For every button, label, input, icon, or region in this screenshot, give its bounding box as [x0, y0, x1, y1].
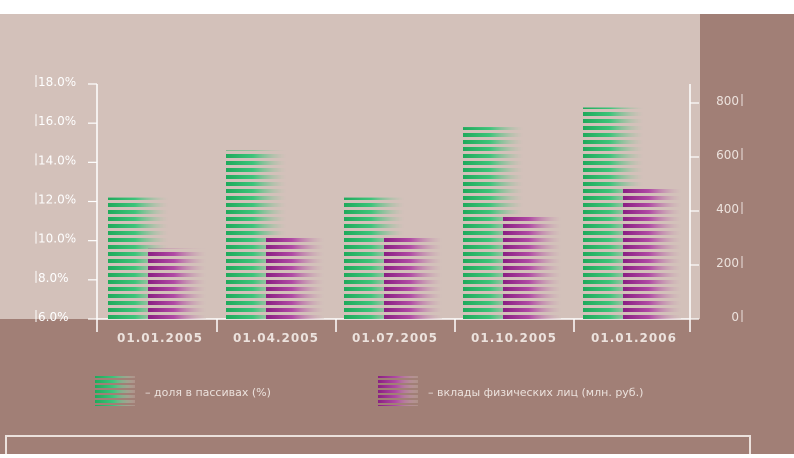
left-axis-ticks: 6.0% 8.0% 10.0% 12.0% 14.0% 16.0% 18.0% — [35, 75, 97, 324]
left-tick-label: 12.0% — [38, 193, 76, 207]
bar-individual-deposits — [623, 188, 681, 319]
legend-swatch-deposits — [378, 376, 418, 406]
bottom-panel-outline — [5, 435, 751, 458]
legend-label-deposits: – вклады физических лиц (млн. руб.) — [428, 386, 643, 399]
x-axis-labels: 01.01.2005 01.04.2005 01.07.2005 01.10.2005… — [96, 319, 691, 345]
left-tick-label: 6.0% — [38, 310, 69, 324]
left-tick-label: 10.0% — [38, 232, 76, 246]
x-tick-label: 01.01.2006 — [591, 331, 677, 345]
right-tick-label: 800 — [716, 94, 739, 108]
right-tick-label: 200 — [716, 256, 739, 270]
left-tick-label: 18.0% — [38, 75, 76, 89]
bar-individual-deposits — [266, 238, 324, 319]
left-tick-label: 16.0% — [38, 114, 76, 128]
bar-individual-deposits — [148, 248, 206, 319]
legend: – доля в пассивах (%) – вклады физических… — [95, 376, 643, 406]
right-axis-ticks: 0 200 400 600 800 — [690, 94, 743, 324]
bar-individual-deposits — [384, 238, 442, 319]
right-tick-label: 0 — [731, 310, 739, 324]
left-tick-label: 8.0% — [38, 271, 69, 285]
left-tick-label: 14.0% — [38, 153, 76, 167]
bars — [108, 107, 681, 319]
x-tick-label: 01.10.2005 — [471, 331, 557, 345]
right-tick-label: 600 — [716, 148, 739, 162]
right-tick-label: 400 — [716, 202, 739, 216]
bar-individual-deposits — [503, 216, 561, 319]
x-tick-label: 01.07.2005 — [352, 331, 438, 345]
legend-label-share: – доля в пассивах (%) — [145, 386, 271, 399]
x-tick-label: 01.01.2005 — [117, 331, 203, 345]
x-tick-label: 01.04.2005 — [233, 331, 319, 345]
legend-swatch-share — [95, 376, 135, 406]
